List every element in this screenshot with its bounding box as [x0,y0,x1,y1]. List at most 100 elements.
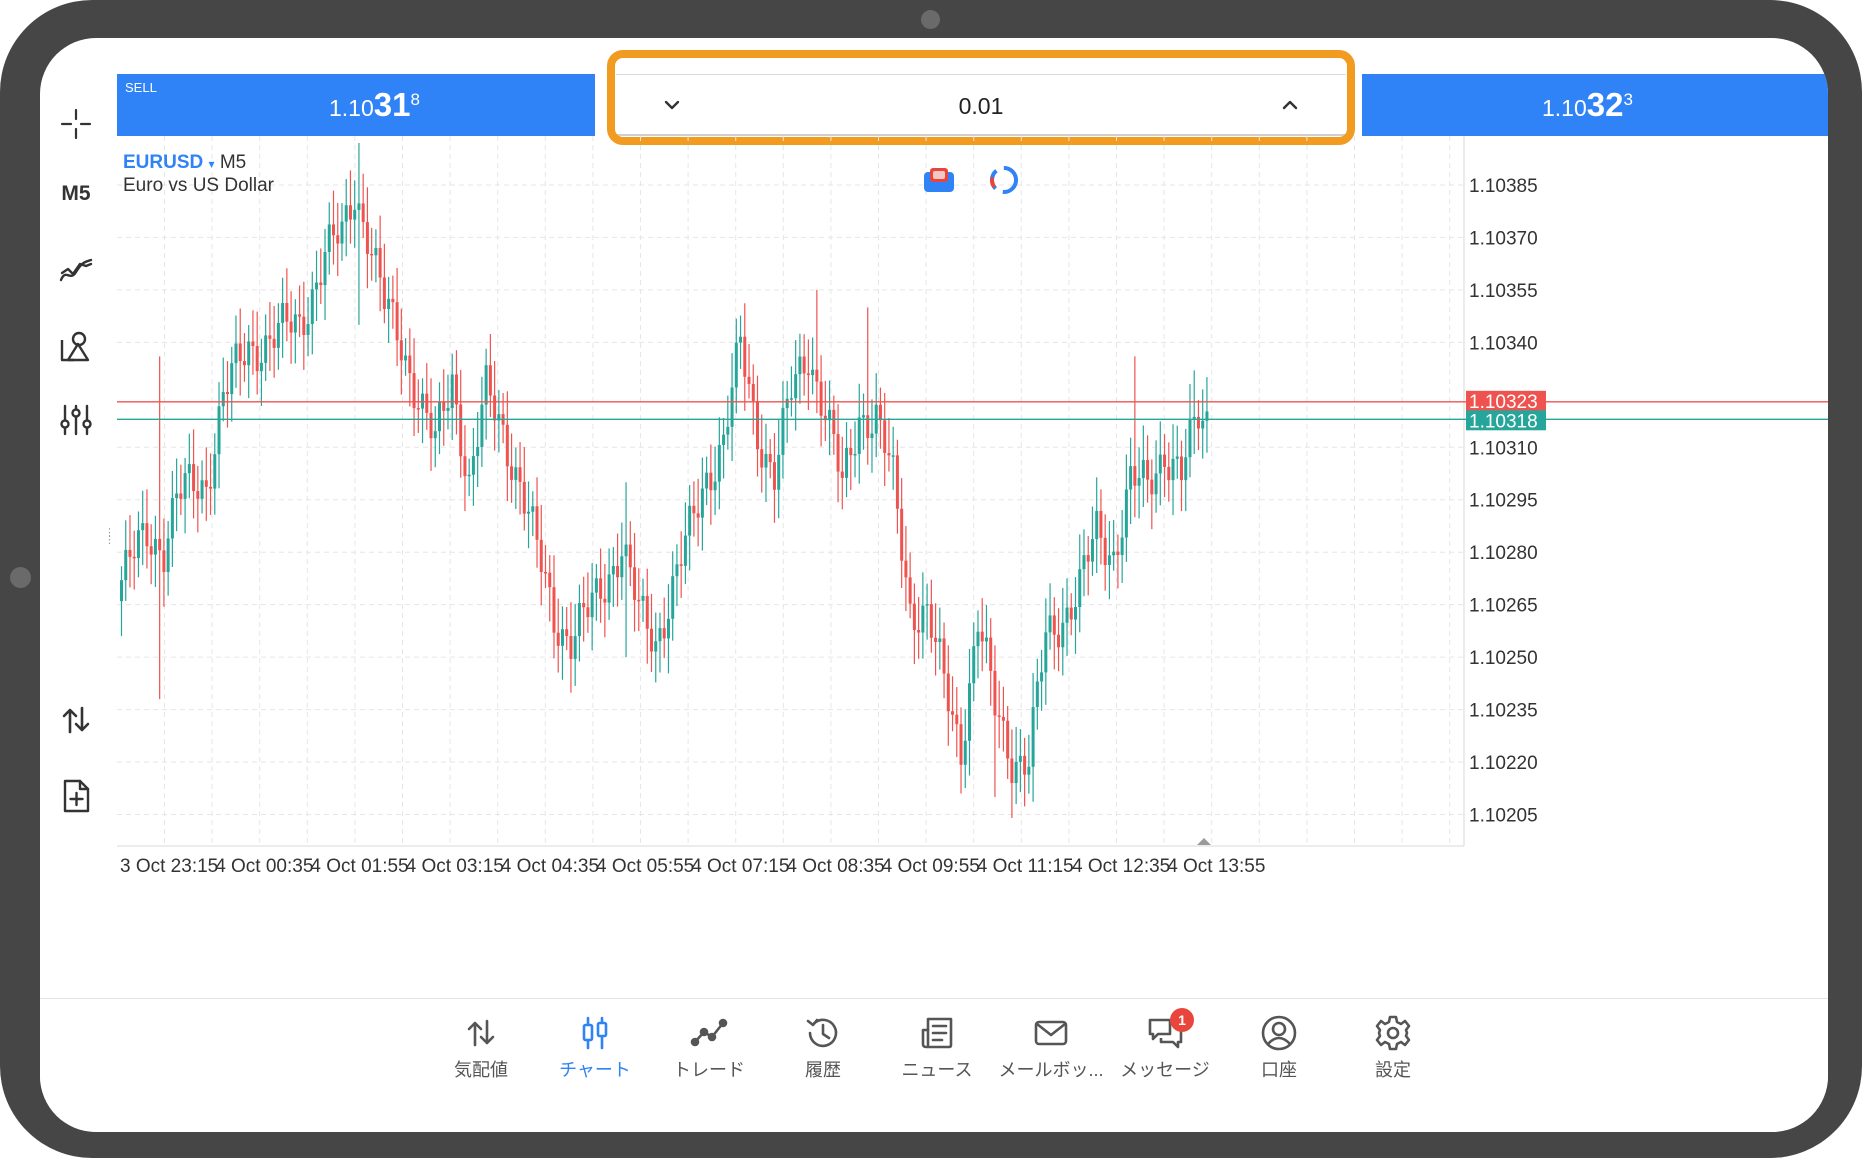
candle-body [234,343,238,364]
candle-body [264,335,268,363]
trade-icon[interactable] [50,694,102,746]
candle-body [387,298,391,310]
candle-body [209,486,213,489]
settings-sliders-icon[interactable] [50,394,102,446]
candle-body [136,530,140,559]
candle-body [1082,555,1086,570]
candle-body [917,630,921,633]
candle-body [645,595,649,629]
nav-account[interactable]: 口座 [1224,1014,1334,1082]
time-tick-label: 4 Oct 11:15 [977,856,1074,877]
sell-price: 1.10318 [329,86,420,124]
candle-body [467,474,471,477]
candle-body [442,402,446,411]
candle-body [1040,672,1044,682]
price-tick-label: 1.10355 [1469,281,1538,302]
buy-button[interactable]: 1.10323 [1362,74,1828,136]
volume-value[interactable]: 0.01 [958,93,1004,119]
candle-body [1201,420,1205,429]
candle-body [942,638,946,674]
candle-body [594,578,598,593]
chart-symbol[interactable]: EURUSD ▾ M5 [123,152,246,174]
candle-body [768,453,772,463]
price-chart[interactable]: 1.10385 1.10370 1.10355 1.10340 1.10310 1.102… [117,136,1828,998]
candle-body [1031,707,1035,767]
candle-body [374,248,378,256]
candle-body [149,546,153,555]
candle-body [900,508,904,561]
candle-body [175,493,179,499]
nav-quotes[interactable]: 気配値 [426,1014,536,1082]
sell-button[interactable]: SELL 1.10318 [117,74,595,136]
new-order-icon[interactable] [50,770,102,822]
candle-body [1103,537,1107,566]
candle-body [348,205,352,220]
candle-body [1167,466,1171,481]
symbol-timeframe: M5 [219,152,247,173]
signal-icon[interactable] [990,166,1018,194]
candle-body [192,464,196,492]
candle-body [255,346,259,372]
candle-body [1048,615,1052,633]
candle-body [747,376,751,384]
candle-body [336,235,340,244]
candle-body [544,572,547,574]
candle-body [688,505,692,536]
sell-price-big: 31 [373,86,411,123]
one-click-trading-icon[interactable] [924,168,954,192]
candle-body [408,355,412,374]
chart-canvas[interactable]: 1.10385 1.10370 1.10355 1.10340 1.10310 1.102… [117,136,1828,998]
buy-price-prefix: 1.10 [1542,95,1587,121]
time-tick-label: 3 Oct 23:15 [120,856,218,877]
candle-body [493,395,497,421]
drag-handle-icon[interactable]: ⋮ ⋮ [104,527,115,546]
candle-body [976,631,980,647]
candle-body [832,409,836,435]
candle-body [1154,473,1158,495]
candle-body [433,431,437,439]
candle-body [866,415,870,439]
time-tick-label: 4 Oct 01:55 [310,856,408,877]
timeframe-button[interactable]: M5 [50,168,102,220]
candle-body [382,277,386,310]
crosshair-icon[interactable] [50,98,102,150]
candle-body [323,251,327,286]
candle-body [700,488,704,518]
volume-decrease-button[interactable] [650,85,694,125]
nav-mailbox[interactable]: メールボッ... [996,1014,1106,1082]
candle-body [378,248,382,278]
candle-body [1112,551,1116,556]
candle-body [582,603,586,608]
candle-body [819,381,823,416]
candle-body [1120,537,1124,556]
nav-chart[interactable]: チャート [540,1014,650,1082]
volume-increase-button[interactable] [1268,85,1312,125]
candle-body [319,282,323,286]
candle-body [268,335,272,339]
nav-messages[interactable]: 1 メッセージ [1110,1008,1220,1082]
candle-body [739,336,743,343]
candle-body [1001,716,1005,721]
candle-body [560,629,564,646]
candle-body [675,564,679,577]
nav-news[interactable]: ニュース [882,1014,992,1082]
nav-label-trade: トレード [673,1060,745,1080]
candle-body [1095,510,1099,540]
candle-body [539,539,543,573]
objects-icon[interactable] [50,320,102,372]
nav-label-messages: メッセージ [1120,1060,1210,1080]
candle-body [565,629,569,636]
candle-body [1027,766,1031,775]
candle-body [204,480,208,487]
candle-body [179,493,183,499]
quotes-arrows-icon [467,1019,495,1047]
nav-settings[interactable]: 設定 [1338,1014,1448,1082]
nav-trade[interactable]: トレード [654,1014,764,1082]
indicators-icon[interactable] [50,244,102,296]
time-tick-label: 4 Oct 03:15 [406,856,504,877]
nav-history[interactable]: 履歴 [768,1014,878,1082]
candle-body [421,393,425,409]
side-sensor-dot [10,567,31,588]
candle-body [416,408,420,410]
camera-dot [921,10,940,29]
